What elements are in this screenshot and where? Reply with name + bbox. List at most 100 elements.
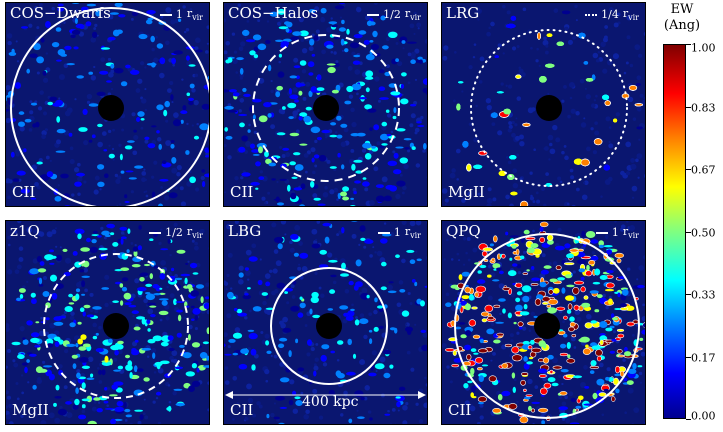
ew-blob (121, 277, 129, 282)
ew-blob (373, 124, 380, 131)
background-noise (314, 6, 320, 12)
ew-blob (591, 345, 601, 350)
ew-blob (375, 195, 385, 203)
background-noise (336, 233, 340, 237)
ew-blob (97, 164, 105, 170)
ew-blob (358, 30, 367, 35)
background-noise (555, 137, 561, 143)
background-noise (638, 265, 645, 271)
ew-blob (515, 74, 522, 79)
background-noise (510, 293, 515, 298)
background-noise (160, 15, 164, 19)
ew-blob (341, 227, 345, 234)
background-noise (14, 230, 18, 234)
ew-blob (566, 253, 574, 259)
background-noise (414, 131, 418, 135)
ew-blob (117, 365, 124, 370)
ew-blob (353, 159, 363, 163)
background-noise (42, 111, 48, 116)
ew-blob (351, 163, 356, 171)
background-noise (144, 88, 147, 91)
ew-blob (201, 103, 209, 110)
scale-indicator: 1/4 rvir (585, 7, 639, 22)
background-noise (490, 21, 495, 27)
ew-blob (258, 176, 265, 181)
background-noise (206, 309, 209, 315)
ew-blob (37, 268, 47, 273)
ew-blob (261, 292, 268, 296)
ew-blob (509, 257, 513, 261)
ew-blob (95, 9, 101, 17)
background-noise (280, 221, 287, 225)
ew-blob (603, 245, 613, 248)
background-noise (592, 52, 599, 59)
colorbar-title-line1: EW (670, 2, 694, 17)
ew-blob (331, 89, 339, 94)
ew-blob (207, 75, 209, 80)
background-noise (351, 303, 354, 307)
background-noise (586, 313, 592, 320)
ew-blob (528, 357, 534, 360)
ew-blob (202, 341, 209, 345)
background-noise (227, 155, 232, 160)
background-noise (275, 260, 282, 267)
scale-unit: rvir (404, 225, 421, 241)
ew-blob (399, 157, 408, 164)
ew-blob (350, 197, 354, 200)
ew-blob (464, 303, 471, 311)
background-noise (246, 418, 249, 421)
ew-blob (81, 275, 90, 278)
background-noise (545, 172, 549, 176)
ew-blob (318, 264, 329, 268)
background-noise (153, 57, 159, 63)
background-noise (520, 278, 525, 284)
ew-blob (131, 264, 141, 268)
background-noise (563, 144, 567, 148)
ew-blob (523, 356, 528, 362)
ew-blob (250, 348, 257, 356)
background-noise (532, 422, 535, 424)
background-noise (7, 269, 13, 275)
ew-blob (355, 281, 363, 288)
ew-blob (204, 147, 209, 153)
background-noise (502, 52, 505, 55)
ew-blob (359, 225, 366, 232)
background-noise (131, 112, 136, 117)
background-noise (534, 385, 539, 389)
background-noise (229, 287, 233, 290)
ew-blob (573, 158, 583, 165)
ew-blob (204, 173, 209, 178)
ew-blob (569, 248, 579, 253)
ew-blob (416, 258, 422, 262)
central-mask (536, 95, 562, 121)
ew-blob (149, 305, 157, 308)
background-noise (467, 191, 472, 197)
ew-blob (487, 274, 492, 278)
ew-blob (20, 188, 30, 194)
ew-blob (191, 363, 197, 369)
panel-qpq: QPQ 1 rvir CII (441, 220, 646, 425)
ew-blob (335, 84, 341, 92)
background-noise (176, 172, 181, 177)
background-noise (118, 349, 123, 355)
background-noise (486, 203, 492, 206)
background-noise (305, 170, 308, 174)
scale-line-dashed (149, 231, 162, 234)
ew-blob (141, 318, 146, 325)
background-noise (497, 130, 503, 136)
ew-blob (523, 388, 527, 392)
background-noise (402, 47, 405, 50)
background-noise (472, 55, 476, 59)
background-noise (332, 280, 337, 285)
ew-blob (202, 181, 206, 188)
ew-blob (99, 70, 109, 75)
background-noise (559, 180, 563, 184)
ew-blob (107, 338, 113, 343)
ew-blob (54, 396, 62, 399)
scale-value: 1 (611, 226, 619, 240)
ew-blob (53, 321, 64, 326)
ew-blob (290, 192, 297, 200)
background-noise (373, 3, 378, 6)
ew-blob (328, 21, 338, 25)
background-noise (200, 175, 205, 181)
